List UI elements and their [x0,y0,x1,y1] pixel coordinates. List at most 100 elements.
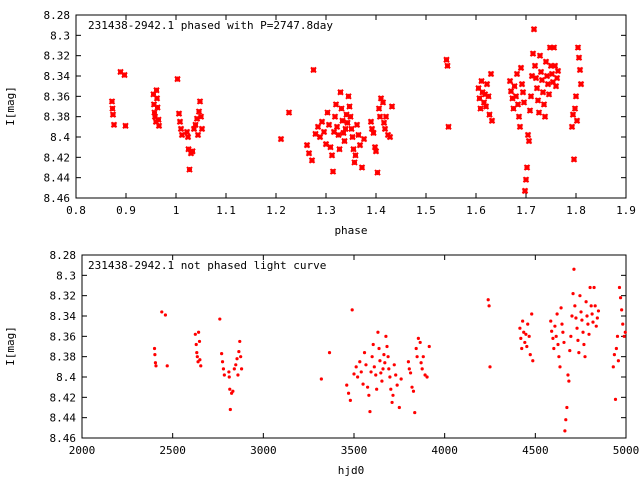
data-point [586,322,590,326]
data-point [368,409,372,414]
data-point [388,375,392,379]
data-point [163,313,168,317]
data-point [616,359,620,363]
phased-x-tick-label: 1.6 [466,204,486,217]
unphased-y-tick-label: 8.38 [50,351,77,364]
data-point [380,379,384,383]
unphased-y-tick-label: 8.4 [56,371,76,384]
unphased-y-tick-label: 8.36 [50,330,77,343]
data-point [539,89,547,96]
data-point [569,111,577,118]
data-point [154,364,158,368]
data-point [335,131,342,139]
phased-x-tick-label: 1.3 [316,204,336,217]
data-point [551,62,559,70]
phased-y-tick-label: 8.36 [44,90,71,103]
data-point [410,385,414,389]
data-point [622,334,626,338]
data-point [585,314,589,318]
data-point [537,68,545,76]
data-point [352,152,359,159]
data-point [376,113,384,120]
data-point [590,312,594,316]
data-point [525,137,533,145]
data-point [305,150,313,157]
unphased-plot-title: 231438-2942.1 not phased light curve [88,259,326,272]
data-point [348,125,355,133]
data-point [332,101,340,108]
data-point [575,326,579,330]
data-point [577,351,581,355]
data-point [325,121,333,129]
data-point [488,117,496,124]
data-point [386,355,390,359]
data-point [596,309,601,313]
data-point [530,312,534,316]
data-point [196,98,204,105]
data-point [511,82,518,90]
data-point [340,129,347,137]
data-point [346,103,353,110]
data-point [337,89,344,96]
data-point [550,329,554,333]
data-point [487,304,491,308]
data-point [541,113,549,120]
data-point [153,95,161,102]
data-point [571,105,579,112]
data-point [567,379,571,383]
data-point [366,385,370,389]
data-point [354,365,358,369]
data-point [122,122,129,130]
data-point [536,52,544,59]
data-point [339,117,346,124]
data-point [477,105,484,112]
data-point [322,140,330,148]
data-point [155,122,163,130]
data-point [376,330,380,334]
data-point [533,84,541,92]
data-point [589,304,593,308]
data-point [308,157,316,164]
data-point [562,340,566,345]
data-point [513,70,521,78]
data-point [572,93,580,100]
data-point [277,135,285,143]
data-point [369,370,373,374]
phased-y-tick-label: 8.44 [44,172,71,185]
data-point [358,360,362,364]
data-point [558,365,562,369]
data-point [314,123,322,131]
unphased-x-tick-label: 4500 [522,444,549,457]
data-point [478,77,485,85]
phased-y-tick-label: 8.4 [50,131,70,144]
data-point [566,373,570,377]
data-point [621,322,625,326]
data-point [425,375,429,379]
data-point [553,74,561,82]
data-point [423,373,427,377]
data-point [153,353,157,357]
data-point [526,322,530,326]
data-point [108,98,116,105]
data-point [592,285,596,290]
data-point [174,75,181,83]
data-point [612,353,616,357]
data-point [534,97,542,104]
data-point [346,391,351,395]
data-point [557,355,561,359]
data-point [548,70,556,78]
data-point [560,322,564,326]
data-point [352,372,356,376]
data-point [364,363,368,367]
data-point [415,355,419,359]
data-point [220,360,225,364]
phased-x-tick-label: 1.8 [566,204,586,217]
data-point [350,145,357,153]
data-point [531,62,539,70]
unphased-points [152,267,627,433]
data-point [529,50,537,57]
data-point [482,103,490,110]
data-point [316,133,324,141]
data-point [427,344,431,349]
data-point [594,324,598,328]
